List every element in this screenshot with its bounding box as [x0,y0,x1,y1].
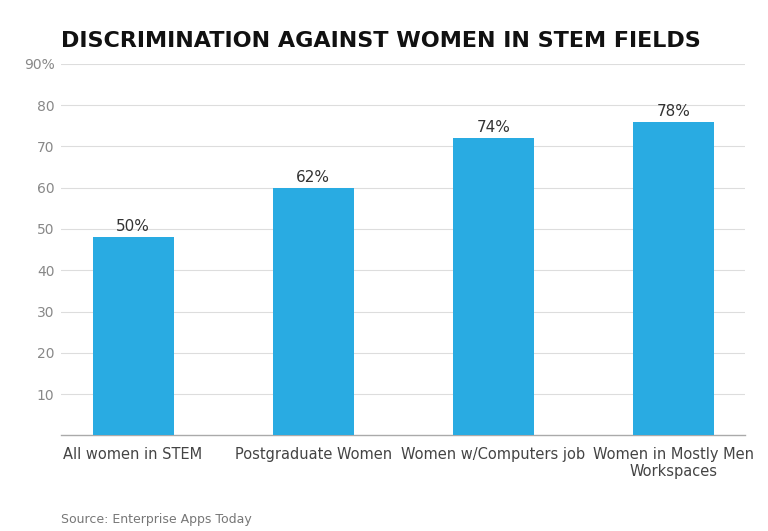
Text: 74%: 74% [476,120,510,135]
Bar [452,138,534,435]
Text: DISCRIMINATION AGAINST WOMEN IN STEM FIELDS: DISCRIMINATION AGAINST WOMEN IN STEM FIE… [61,31,701,51]
Bar [633,122,714,435]
Text: 50%: 50% [116,219,150,234]
Bar [92,237,174,435]
Bar [273,187,354,435]
Text: Source: Enterprise Apps Today: Source: Enterprise Apps Today [61,513,252,526]
Text: 62%: 62% [296,170,330,185]
Text: 78%: 78% [657,104,690,118]
